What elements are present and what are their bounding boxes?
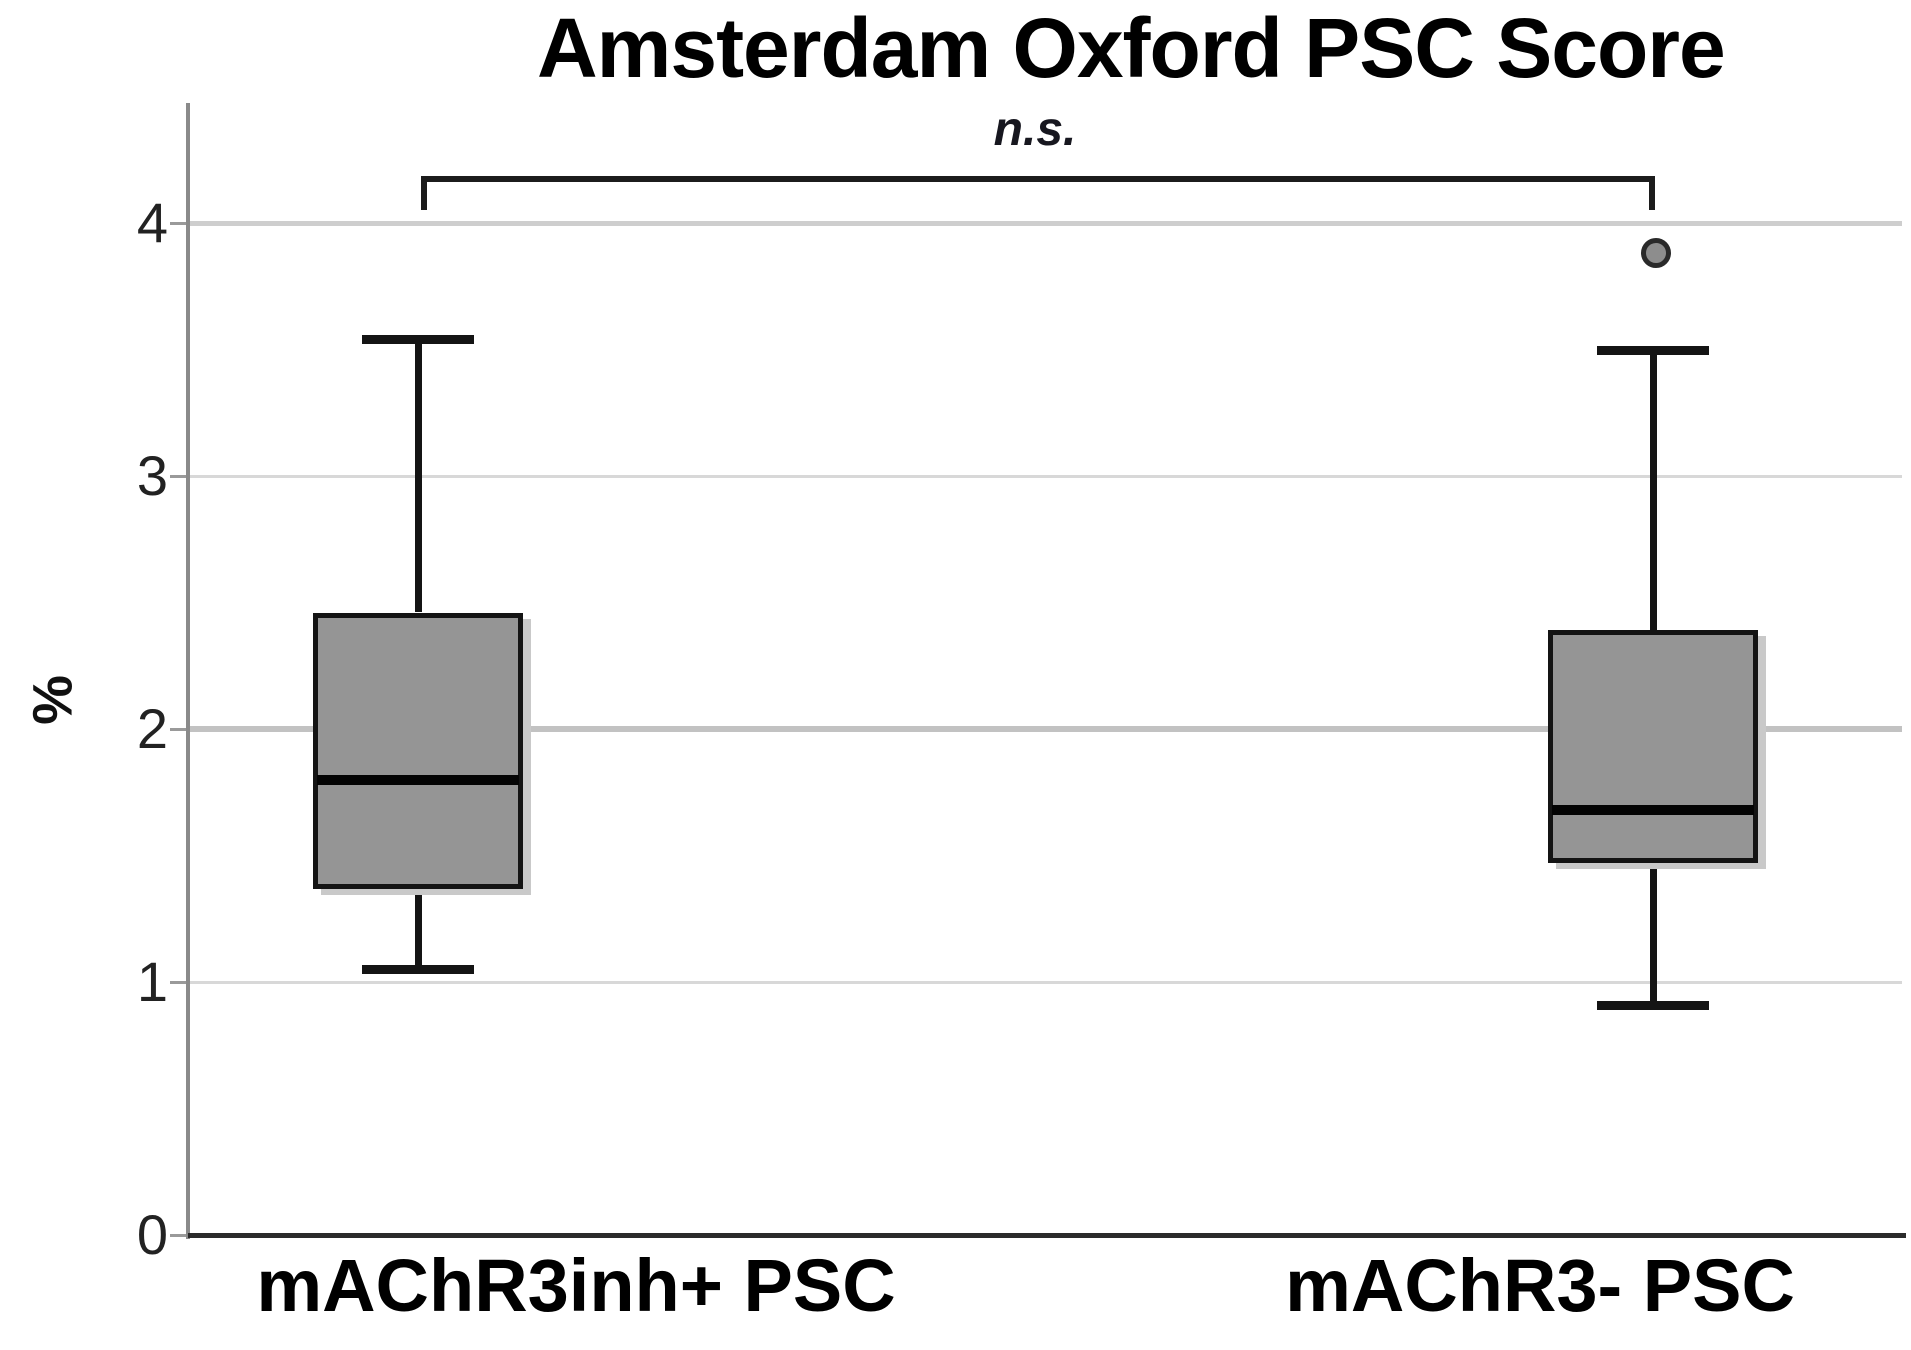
y-tick-mark-1 [170, 981, 188, 984]
median-line-0 [317, 775, 519, 785]
whisker-upper-stem-0 [415, 339, 422, 612]
y-tick-label-1: 1 [136, 950, 168, 1013]
y-axis-line [186, 103, 190, 1239]
whisker-lower-cap-1 [1597, 1001, 1709, 1010]
box-0 [313, 613, 523, 889]
gridline-1 [188, 981, 1902, 984]
y-tick-label-0: 0 [136, 1203, 168, 1266]
whisker-lower-stem-1 [1650, 863, 1657, 1005]
whisker-upper-stem-1 [1650, 350, 1657, 631]
gridline-2 [188, 726, 1902, 732]
outlier-point-1-0 [1641, 238, 1671, 268]
x-category-label-1: mAChR3- PSC [1285, 1244, 1795, 1327]
chart-title: Amsterdam Oxford PSC Score [537, 1, 1726, 95]
y-tick-mark-3 [170, 475, 188, 478]
gridline-3 [188, 475, 1902, 478]
significance-bracket-left-drop [421, 176, 427, 210]
y-tick-mark-0 [170, 1234, 188, 1237]
box-1 [1548, 630, 1758, 863]
y-tick-label-3: 3 [136, 444, 168, 507]
x-category-label-0: mAChR3inh+ PSC [256, 1244, 896, 1327]
gridline-4 [188, 221, 1902, 226]
y-tick-mark-4 [170, 222, 188, 225]
whisker-upper-cap-0 [362, 335, 474, 344]
median-line-1 [1552, 805, 1754, 815]
x-axis-baseline [188, 1233, 1906, 1238]
whisker-lower-cap-0 [362, 965, 474, 974]
y-tick-label-4: 4 [136, 191, 168, 254]
significance-label: n.s. [993, 103, 1077, 156]
whisker-lower-stem-0 [415, 888, 422, 969]
y-tick-mark-2 [170, 728, 188, 731]
significance-bracket-right-drop [1649, 176, 1655, 210]
significance-bracket-bar [421, 176, 1655, 182]
whisker-upper-cap-1 [1597, 346, 1709, 355]
y-tick-label-2: 2 [136, 697, 168, 760]
